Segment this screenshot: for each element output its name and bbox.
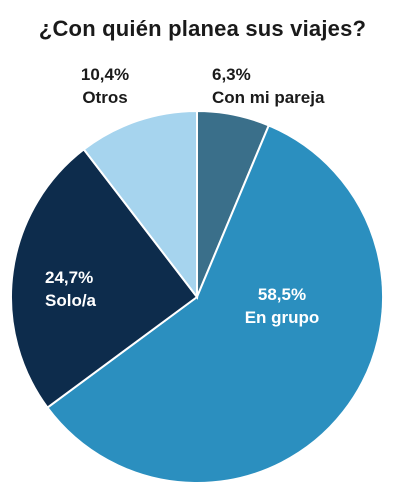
slice-value-en-grupo: 58,5% [258, 285, 306, 304]
pie-slice-en-grupo [46, 124, 384, 484]
slice-value-otros: 10,4% [81, 65, 129, 84]
pie-slices [10, 109, 384, 484]
slice-value-solo-a: 24,7% [45, 268, 93, 287]
pie-slice-solo-a [10, 147, 199, 409]
slice-label-con-mi-pareja: Con mi pareja [212, 88, 325, 107]
slice-label-solo-a: Solo/a [45, 291, 97, 310]
pie-labels: 6,3% Con mi pareja 58,5% En grupo 24,7% Solo/… [45, 65, 325, 327]
pie-slice-otros [82, 109, 198, 300]
slice-label-en-grupo: En grupo [245, 308, 320, 327]
slice-value-con-mi-pareja: 6,3% [212, 65, 251, 84]
chart-title: ¿Con quién planea sus viajes? [38, 16, 367, 41]
slice-label-otros: Otros [82, 88, 127, 107]
